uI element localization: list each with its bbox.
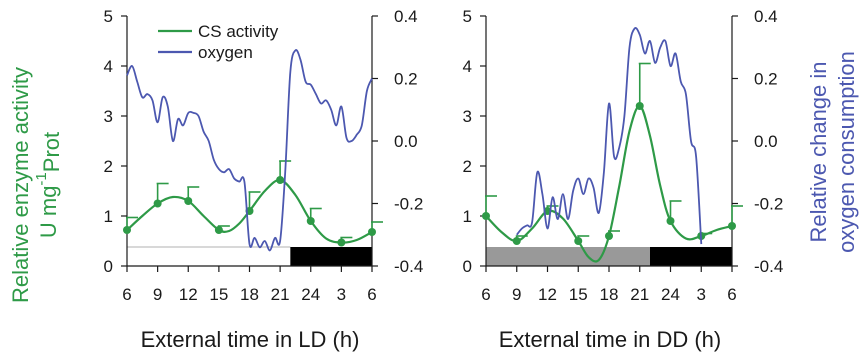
legend-cs-label: CS activity (198, 22, 279, 41)
cs-point (368, 228, 376, 236)
x-tick-label: 12 (179, 285, 198, 304)
series-oxygen-line (126, 49, 373, 252)
xlabel-dd: External time in DD (h) (499, 327, 722, 352)
x-tick-label: 3 (337, 285, 346, 304)
y-left-tick-label: 2 (463, 157, 472, 176)
ylabel-left: Relative enzyme activity U mg-1Prot (8, 67, 64, 303)
ylabel-left-line1: Relative enzyme activity (8, 67, 33, 303)
ylabel-left-line2: U mg-1Prot (33, 132, 64, 238)
ylabel-left-sub: Prot (39, 132, 64, 172)
y-right-tick-label: 0.2 (394, 70, 418, 89)
cs-point (123, 226, 131, 234)
y-left-tick-label: 4 (104, 57, 113, 76)
cs-point (512, 237, 521, 245)
x-tick-label: 3 (697, 285, 706, 304)
x-tick-label: 18 (600, 285, 619, 304)
x-tick-label: 21 (630, 285, 649, 304)
x-tick-label: 6 (481, 285, 490, 304)
x-tick-label: 18 (240, 285, 259, 304)
x-tick-label: 6 (367, 285, 376, 304)
y-right-tick-label: 0.0 (394, 132, 418, 151)
cs-point (337, 238, 346, 247)
y-right-tick-label: 0.2 (754, 70, 778, 89)
y-left-tick-label: 3 (463, 107, 472, 126)
y-left-tick-label: 2 (104, 157, 113, 176)
cs-point (214, 226, 223, 234)
y-left-tick-label: 5 (463, 7, 472, 26)
cs-point (728, 222, 736, 230)
y-right-tick-label: -0.4 (394, 257, 423, 276)
cs-point (666, 217, 675, 225)
y-left-tick-label: 0 (463, 257, 472, 276)
x-tick-label: 15 (569, 285, 588, 304)
cs-point (153, 199, 162, 208)
legend-oxygen-label: oxygen (198, 43, 253, 62)
x-tick-label: 24 (661, 285, 680, 304)
x-tick-label: 6 (727, 285, 736, 304)
x-tick-label: 24 (301, 285, 320, 304)
xlabel-ld: External time in LD (h) (141, 327, 360, 352)
x-tick-label: 21 (271, 285, 290, 304)
y-right-tick-label: -0.4 (754, 257, 783, 276)
bar-dark (650, 247, 732, 266)
y-left-tick-label: 0 (104, 257, 113, 276)
y-right-tick-label: 0.0 (754, 132, 778, 151)
cs-point (184, 197, 193, 205)
y-left-tick-label: 3 (104, 107, 113, 126)
y-left-tick-label: 5 (104, 7, 113, 26)
ylabel-left-base: U mg (36, 186, 61, 239)
series-cs-curve (126, 178, 373, 244)
y-right-tick-label: 0.4 (394, 7, 418, 26)
y-right-tick-label: -0.2 (754, 195, 783, 214)
x-tick-label: 9 (512, 285, 521, 304)
cs-point (306, 217, 315, 225)
x-tick-label: 12 (538, 285, 557, 304)
cs-point (605, 232, 613, 240)
ylabel-right: Relative change in oxygen consumption (806, 51, 859, 253)
cs-point (635, 102, 644, 110)
series-oxygen-line (516, 27, 703, 245)
x-tick-label: 9 (153, 285, 162, 304)
cs-point (482, 212, 490, 220)
ylabel-right-line2: oxygen consumption (834, 51, 859, 253)
y-left-tick-label: 1 (463, 207, 472, 226)
ylabel-right-line1: Relative change in (806, 61, 831, 242)
x-tick-label: 15 (209, 285, 228, 304)
series-cs-curve (485, 104, 733, 263)
ylabel-left-sup: -1 (33, 172, 50, 185)
cs-point (276, 176, 285, 184)
bar-subjective-day (486, 247, 650, 266)
y-left-tick-label: 1 (104, 207, 113, 226)
x-tick-label: 6 (122, 285, 131, 304)
bar-dark (290, 247, 372, 266)
legend: CS activity oxygen (158, 22, 279, 62)
y-right-tick-label: -0.2 (394, 195, 423, 214)
y-right-tick-label: 0.4 (754, 7, 778, 26)
y-left-tick-label: 4 (463, 57, 472, 76)
cs-point (574, 237, 583, 245)
